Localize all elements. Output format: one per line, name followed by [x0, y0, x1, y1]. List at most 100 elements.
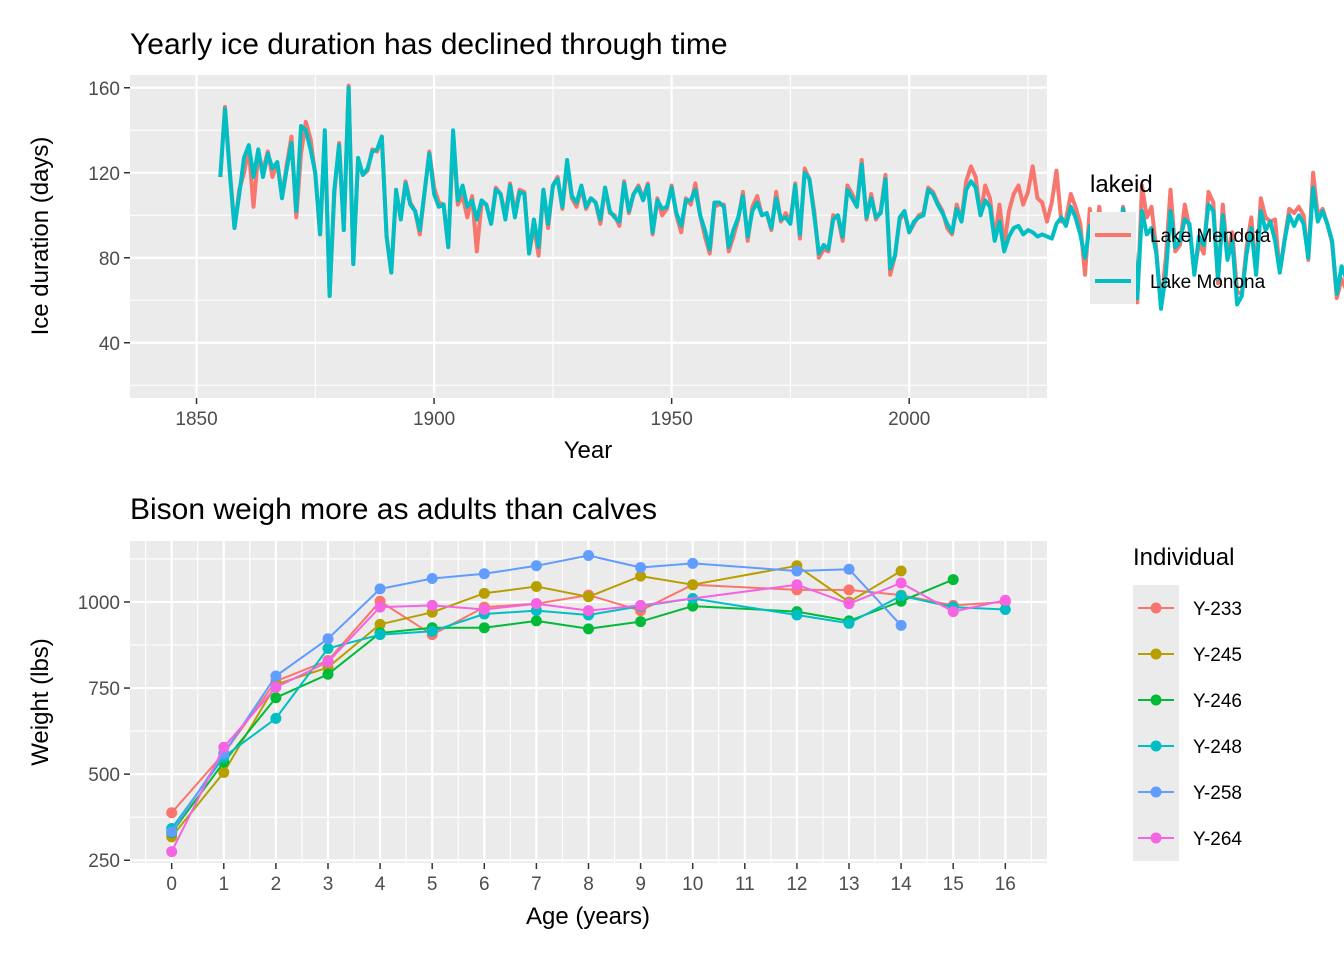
gridlines [130, 75, 1047, 398]
data-point [687, 579, 699, 591]
series-line [170, 554, 902, 833]
x-tick-label: 16 [995, 874, 1016, 895]
legend-key-marker [1150, 648, 1162, 660]
legend-key-background [1090, 212, 1136, 304]
legend-title: lakeid [1090, 171, 1153, 198]
data-point [583, 605, 594, 617]
legend-key-marker [1150, 602, 1162, 614]
data-point [530, 560, 542, 572]
data-point [270, 670, 282, 682]
data-point [322, 633, 334, 645]
legend-label: Y-264 [1193, 829, 1242, 850]
series-line [170, 594, 1006, 830]
data-point [895, 565, 907, 577]
legend-label: Y-258 [1193, 783, 1242, 804]
data-point [791, 609, 803, 621]
data-point [374, 618, 386, 630]
legend-label: Lake Mendota [1150, 226, 1271, 247]
x-tick-label: 1950 [651, 409, 693, 430]
legend-key-marker [1150, 740, 1162, 752]
data-point [635, 616, 647, 628]
x-tick-label: 15 [943, 874, 964, 895]
x-tick-label: 1 [218, 874, 229, 895]
y-tick-label: 120 [88, 164, 120, 185]
y-tick-label: 1000 [78, 593, 120, 614]
x-tick-label: 6 [479, 874, 490, 895]
legend-label: Y-246 [1193, 691, 1242, 712]
x-axis-title: Age (years) [526, 903, 650, 930]
data-point [166, 846, 178, 858]
x-tick-label: 8 [583, 874, 594, 895]
y-tick-label: 500 [88, 765, 120, 786]
data-point [583, 591, 594, 603]
legend-key-marker [1150, 694, 1162, 706]
legend: lakeid Lake Mendota Lake Monona [1090, 171, 1271, 304]
data-point [530, 615, 542, 627]
x-tick-label: 2000 [888, 409, 930, 430]
data-point [166, 807, 178, 819]
data-point [270, 681, 282, 693]
x-tick-label: 5 [427, 874, 438, 895]
series-lines [166, 549, 1011, 858]
data-point [791, 565, 803, 577]
data-point [791, 579, 803, 591]
data-point [374, 601, 386, 613]
data-point [426, 573, 438, 585]
data-point [843, 584, 855, 596]
y-axis-title: Weight (lbs) [27, 638, 54, 766]
series-line [218, 85, 1344, 311]
series-line [218, 83, 1344, 309]
x-tick-label: 14 [891, 874, 913, 895]
data-point [999, 604, 1011, 616]
legend-label: Y-245 [1193, 645, 1242, 666]
data-point [218, 766, 230, 778]
legend-label: Y-248 [1193, 737, 1242, 758]
y-tick-label: 80 [99, 249, 120, 270]
series-lines [218, 83, 1344, 311]
data-point [218, 741, 230, 753]
x-tick-label: 10 [682, 874, 703, 895]
data-point [947, 574, 959, 586]
y-tick-label: 250 [88, 851, 120, 872]
y-tick-label: 160 [88, 79, 120, 100]
data-point [374, 583, 386, 595]
y-tick-label: 40 [99, 334, 120, 355]
legend-items: Y-233 Y-245 Y-246 Y-248 Y-258 Y-264 [1133, 585, 1242, 861]
axes: 1850 1900 1950 2000 40 80 120 160 [88, 79, 930, 430]
data-point [635, 599, 647, 611]
legend-label: Lake Monona [1150, 272, 1266, 293]
data-point [843, 617, 855, 629]
x-tick-label: 1850 [175, 409, 217, 430]
data-point [426, 625, 438, 637]
legend-title: Individual [1133, 544, 1234, 571]
data-point [999, 594, 1011, 606]
legend-key-marker [1150, 786, 1162, 798]
legend-items: Lake Mendota Lake Monona [1090, 212, 1271, 304]
plot-panel [130, 75, 1047, 398]
x-axis-title: Year [564, 437, 613, 464]
data-point [530, 598, 542, 610]
y-axis-title: Ice duration (days) [27, 137, 54, 336]
data-point [687, 557, 699, 569]
data-point [530, 580, 542, 592]
data-point [270, 712, 282, 724]
x-tick-label: 11 [735, 874, 755, 895]
data-point [426, 599, 438, 611]
x-tick-label: 7 [531, 874, 542, 895]
data-point [635, 562, 647, 574]
bison-weight-chart: Bison weigh more as adults than calves 0… [27, 493, 1242, 930]
data-point [895, 590, 907, 602]
data-point [895, 619, 907, 631]
data-point [478, 587, 490, 599]
chart-title: Yearly ice duration has declined through… [130, 28, 728, 61]
x-tick-label: 2 [271, 874, 282, 895]
legend-key-background [1133, 585, 1179, 861]
x-tick-label: 13 [838, 874, 859, 895]
x-tick-label: 1900 [413, 409, 455, 430]
x-tick-label: 0 [166, 874, 177, 895]
data-point [322, 642, 334, 654]
y-tick-label: 750 [88, 679, 120, 700]
data-point [583, 549, 594, 561]
data-point [895, 577, 907, 589]
